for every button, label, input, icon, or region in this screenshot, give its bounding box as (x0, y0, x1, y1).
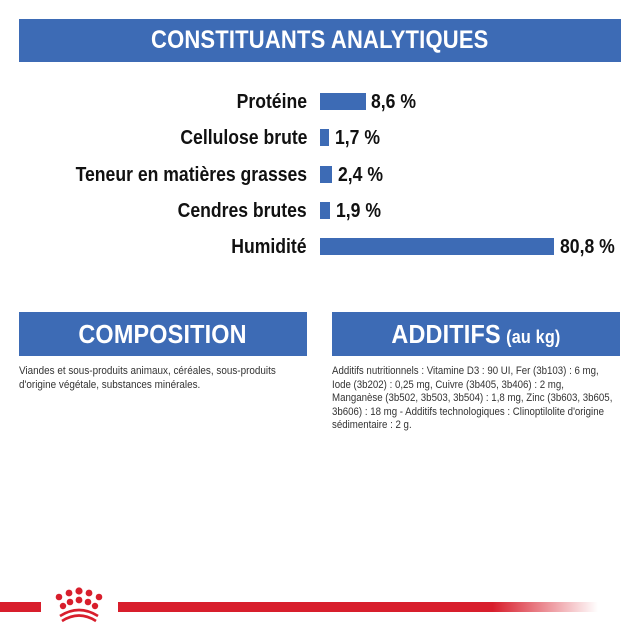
bar-value: 1,9 % (336, 200, 382, 222)
row-label: Teneur en matières grasses (75, 164, 307, 186)
additifs-title: ADDITIFS (391, 318, 501, 349)
row-label: Cellulose brute (179, 127, 307, 149)
chart-row-proteine: Protéine 8,6 % (0, 89, 640, 115)
footer-red-line-left (0, 602, 41, 612)
bar-value: 2,4 % (338, 164, 384, 186)
bar-matieres-grasses (320, 166, 332, 183)
section-title: CONSTITUANTS ANALYTIQUES (151, 26, 489, 54)
constituants-analytiques-header: CONSTITUANTS ANALYTIQUES (19, 19, 621, 62)
composition-header: COMPOSITION (19, 312, 307, 356)
bar-proteine (320, 93, 366, 110)
bar-value: 8,6 % (371, 91, 417, 113)
row-label: Humidité (231, 236, 307, 258)
bar-value: 80,8 % (560, 236, 615, 258)
bar-humidite (320, 238, 554, 255)
bar-value: 1,7 % (335, 127, 381, 149)
footer-red-line-right (118, 602, 598, 612)
row-label: Cendres brutes (177, 200, 307, 222)
composition-text: Viandes et sous-produits animaux, céréal… (19, 365, 276, 391)
chart-row-cellulose-brute: Cellulose brute 1,7 % (0, 125, 640, 151)
chart-row-cendres-brutes: Cendres brutes 1,9 % (0, 198, 640, 224)
additifs-text: Additifs nutritionnels : Vitamine D3 : 9… (332, 365, 613, 431)
chart-row-humidite: Humidité 80,8 % (0, 234, 640, 260)
chart-row-matieres-grasses: Teneur en matières grasses 2,4 % (0, 162, 640, 188)
composition-title: COMPOSITION (78, 318, 248, 349)
row-label: Protéine (236, 91, 307, 113)
additifs-subtitle: (au kg) (506, 326, 561, 347)
crown-logo-icon (44, 586, 114, 626)
bar-cendres-brutes (320, 202, 330, 219)
additifs-header: ADDITIFS (au kg) (332, 312, 620, 356)
bar-cellulose-brute (320, 129, 329, 146)
